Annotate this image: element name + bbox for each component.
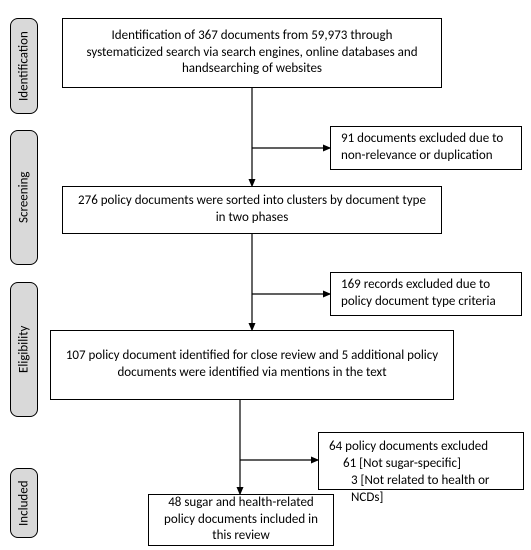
box-screening-276: 276 policy documents were sorted into cl… — [62, 186, 442, 234]
stage-label-text: Screening — [17, 172, 32, 224]
box-text: 107 policy document identified for close… — [61, 348, 443, 382]
stage-identification: Identification — [10, 18, 38, 114]
box-included-48: 48 sugar and health-related policy docum… — [148, 494, 334, 546]
box-text: Identification of 367 documents from 59,… — [73, 28, 431, 79]
stage-included: Included — [10, 468, 38, 538]
box-text: 169 records excluded due to policy docum… — [341, 277, 511, 311]
box-excluded-169: 169 records excluded due to policy docum… — [330, 272, 522, 316]
box-identification: Identification of 367 documents from 59,… — [62, 18, 442, 88]
stage-eligibility: Eligibility — [10, 282, 38, 417]
box-eligibility-107: 107 policy document identified for close… — [50, 330, 454, 400]
box-text: 276 policy documents were sorted into cl… — [73, 193, 431, 227]
stage-label-text: Included — [17, 480, 32, 526]
stage-screening: Screening — [10, 130, 38, 265]
box-text-line3: 3 [Not related to health or NCDs] — [329, 473, 513, 507]
box-text-line1: 64 policy documents excluded — [329, 439, 488, 454]
box-text: 48 sugar and health-related policy docum… — [159, 495, 323, 546]
stage-label-text: Eligibility — [17, 326, 32, 373]
box-text: 91 documents excluded due to non-relevan… — [341, 131, 511, 165]
box-excluded-91: 91 documents excluded due to non-relevan… — [330, 126, 522, 170]
stage-label-text: Identification — [17, 31, 32, 101]
box-text-line2: 61 [Not sugar-specific] — [329, 456, 513, 473]
box-excluded-64: 64 policy documents excluded 61 [Not sug… — [318, 432, 524, 490]
